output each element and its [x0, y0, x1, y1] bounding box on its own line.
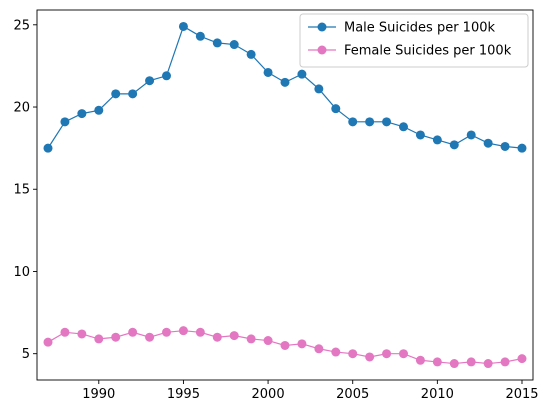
data-point — [212, 332, 222, 342]
data-point — [297, 339, 307, 349]
x-tick-label: 1995 — [167, 387, 200, 402]
x-tick-label: 2000 — [252, 387, 285, 402]
data-point — [365, 352, 375, 362]
data-point — [432, 357, 442, 367]
data-point — [297, 69, 307, 79]
data-point — [466, 357, 476, 367]
x-tick-label: 2005 — [336, 387, 369, 402]
axes-layer: 1990 1995 2000 2005 2010 2015 5 10 15 20 25 — [13, 18, 538, 402]
data-point — [449, 140, 459, 150]
data-point — [43, 337, 53, 347]
data-point — [60, 327, 70, 337]
data-point — [43, 143, 53, 153]
plot-area — [37, 10, 533, 380]
data-point — [348, 117, 358, 127]
data-point — [382, 117, 392, 127]
data-point — [229, 331, 239, 341]
data-point — [195, 31, 205, 41]
data-point — [382, 349, 392, 359]
data-point — [483, 138, 493, 148]
data-point — [111, 332, 121, 342]
y-tick-label: 20 — [13, 101, 30, 116]
data-point — [314, 344, 324, 354]
legend-label: Female Suicides per 100k — [344, 44, 512, 59]
data-point — [449, 359, 459, 369]
data-point — [60, 117, 70, 127]
data-point — [162, 327, 172, 337]
data-point — [229, 40, 239, 50]
data-point — [128, 327, 138, 337]
data-point — [365, 117, 375, 127]
data-point — [145, 332, 155, 342]
plot-frame — [36, 9, 534, 381]
data-point — [77, 109, 87, 119]
data-point — [280, 340, 290, 350]
legend-marker — [317, 45, 327, 55]
data-point — [500, 141, 510, 151]
legend-box — [299, 13, 529, 68]
data-point — [517, 143, 527, 153]
legend: Male Suicides per 100k Female Suicides pe… — [299, 13, 529, 68]
data-point — [483, 359, 493, 369]
data-point — [466, 130, 476, 140]
data-point — [348, 349, 358, 359]
data-point — [331, 104, 341, 114]
data-point — [398, 349, 408, 359]
data-point — [432, 135, 442, 145]
data-point — [263, 336, 273, 346]
data-point — [94, 105, 104, 115]
data-point — [212, 38, 222, 48]
legend-marker — [317, 22, 327, 32]
data-point — [111, 89, 121, 99]
series-female — [43, 326, 527, 369]
data-point — [246, 49, 256, 59]
x-tick-label: 2010 — [421, 387, 454, 402]
data-point — [94, 334, 104, 344]
y-tick-label: 10 — [13, 265, 30, 280]
series-layer — [43, 21, 527, 369]
legend-label: Male Suicides per 100k — [344, 21, 495, 36]
data-point — [331, 347, 341, 357]
data-point — [314, 84, 324, 94]
y-tick-label: 25 — [13, 18, 30, 33]
data-point — [263, 67, 273, 77]
series-male — [43, 21, 527, 153]
data-point — [246, 334, 256, 344]
data-point — [280, 77, 290, 87]
data-point — [178, 21, 188, 31]
data-point — [162, 71, 172, 81]
y-tick-label: 15 — [13, 183, 30, 198]
data-point — [145, 76, 155, 86]
data-point — [415, 130, 425, 140]
x-tick-label: 2015 — [505, 387, 538, 402]
data-point — [128, 89, 138, 99]
data-point — [398, 122, 408, 132]
y-tick-label: 5 — [22, 347, 30, 362]
x-tick-label: 1990 — [82, 387, 115, 402]
data-point — [178, 326, 188, 336]
data-point — [195, 327, 205, 337]
data-point — [415, 355, 425, 365]
data-point — [77, 329, 87, 339]
data-point — [517, 354, 527, 364]
data-point — [500, 357, 510, 367]
